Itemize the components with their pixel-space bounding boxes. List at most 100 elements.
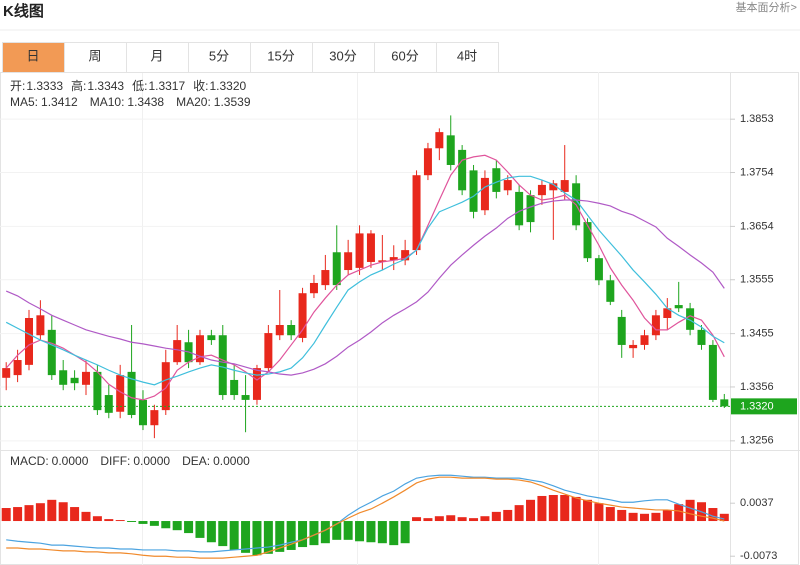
tab[interactable] bbox=[312, 42, 375, 73]
legend-name: DIFF: bbox=[100, 454, 130, 468]
macd-bar bbox=[685, 499, 695, 522]
macd-bar bbox=[70, 507, 80, 522]
candle-body bbox=[59, 370, 68, 385]
candle-body bbox=[423, 148, 432, 176]
macd-bar bbox=[104, 519, 114, 522]
info-value: 1.3343 bbox=[87, 79, 124, 93]
legend-name: DEA: bbox=[182, 454, 210, 468]
macd-bar bbox=[537, 495, 547, 522]
tab-label[interactable]: 月 bbox=[150, 48, 163, 63]
macd-bar bbox=[571, 496, 581, 522]
macd-bar bbox=[560, 495, 570, 522]
macd-bar bbox=[92, 516, 102, 522]
macd-bar bbox=[184, 521, 194, 534]
tab-label[interactable]: 周 bbox=[88, 48, 101, 63]
y-tick-label: 0.0037 bbox=[740, 497, 774, 509]
candle-body bbox=[446, 135, 455, 165]
candle-body bbox=[720, 399, 729, 407]
macd-bar bbox=[195, 521, 205, 538]
macd-bar bbox=[719, 513, 729, 522]
macd-bar bbox=[241, 521, 251, 553]
candle-body bbox=[617, 316, 626, 345]
candle-body bbox=[412, 175, 421, 251]
macd-bar bbox=[24, 505, 34, 522]
tab-label[interactable]: 30分 bbox=[329, 48, 356, 63]
tab[interactable] bbox=[250, 42, 313, 73]
y-tick-label: 1.3256 bbox=[740, 435, 774, 447]
macd-bar bbox=[491, 511, 501, 522]
y-tick-label: 1.3455 bbox=[740, 328, 774, 340]
macd-bar bbox=[263, 521, 273, 554]
candle-body bbox=[344, 252, 353, 271]
tab-label[interactable]: 60分 bbox=[391, 48, 418, 63]
tab-label[interactable]: 15分 bbox=[267, 48, 294, 63]
macd-bar bbox=[514, 505, 524, 522]
candle-body bbox=[526, 195, 535, 223]
last-price-label: 1.3320 bbox=[740, 400, 774, 412]
legend-name: MA20: bbox=[176, 95, 211, 109]
candle-body bbox=[104, 395, 113, 413]
y-tick-label: 1.3555 bbox=[740, 274, 774, 286]
macd-bar bbox=[13, 507, 23, 522]
tab-label[interactable]: 5分 bbox=[209, 48, 229, 63]
macd-bar bbox=[377, 521, 387, 544]
candle-body bbox=[629, 344, 638, 349]
tab-label[interactable]: 日 bbox=[26, 48, 39, 63]
fundamental-link[interactable]: 基本面分析> bbox=[736, 0, 797, 14]
tab-label[interactable]: 4时 bbox=[457, 48, 477, 63]
macd-bar bbox=[309, 521, 319, 546]
candle-body bbox=[264, 333, 273, 369]
info-value: 1.3317 bbox=[148, 79, 185, 93]
candle-body bbox=[583, 222, 592, 259]
macd-bar bbox=[275, 521, 285, 552]
candle-body bbox=[640, 335, 649, 345]
candle-body bbox=[686, 308, 695, 330]
macd-bar bbox=[366, 521, 376, 543]
macd-bar bbox=[58, 502, 68, 522]
tab[interactable] bbox=[2, 42, 65, 73]
macd-bar bbox=[218, 521, 228, 547]
macd-bar bbox=[651, 512, 661, 522]
macd-bar bbox=[161, 521, 171, 529]
tab[interactable] bbox=[436, 42, 499, 73]
legend-value: 1.3539 bbox=[214, 95, 251, 109]
ma-line bbox=[6, 476, 725, 559]
candle-body bbox=[298, 293, 307, 338]
candle-body bbox=[708, 344, 717, 400]
candle-body bbox=[309, 282, 318, 294]
ma-line bbox=[5, 175, 725, 386]
info-label: 收: bbox=[193, 79, 208, 93]
info-value: 1.3320 bbox=[209, 79, 246, 93]
candle-body bbox=[332, 252, 341, 286]
tab[interactable] bbox=[188, 42, 251, 73]
macd-bar bbox=[138, 521, 148, 524]
macd-bar bbox=[594, 503, 604, 522]
candle-body bbox=[378, 260, 387, 262]
candle-body bbox=[81, 371, 90, 385]
last-price-tag bbox=[731, 398, 797, 415]
macd-bar bbox=[583, 499, 593, 522]
ma-line bbox=[5, 154, 725, 401]
macd-bar bbox=[708, 508, 718, 522]
macd-bar bbox=[434, 516, 444, 522]
candle-body bbox=[36, 315, 45, 336]
legend-value: 0.0000 bbox=[52, 454, 89, 468]
info-label: 高: bbox=[71, 78, 86, 93]
candle-body bbox=[138, 399, 147, 426]
candle-body bbox=[674, 305, 683, 309]
candle-body bbox=[150, 410, 159, 426]
legend-value: 1.3438 bbox=[127, 95, 164, 109]
candle-body bbox=[116, 375, 125, 412]
macd-bar bbox=[605, 507, 615, 522]
candle-body bbox=[127, 371, 136, 415]
y-tick-label: 1.3356 bbox=[740, 381, 774, 393]
y-tick-label: 1.3654 bbox=[740, 220, 774, 232]
macd-bar bbox=[1, 508, 11, 522]
macd-bar bbox=[423, 518, 433, 522]
tab[interactable] bbox=[374, 42, 437, 73]
macd-bar bbox=[355, 521, 365, 542]
candle-body bbox=[275, 325, 284, 336]
candle-body bbox=[218, 335, 227, 396]
chart-frame bbox=[0, 72, 799, 565]
macd-bar bbox=[469, 518, 479, 522]
